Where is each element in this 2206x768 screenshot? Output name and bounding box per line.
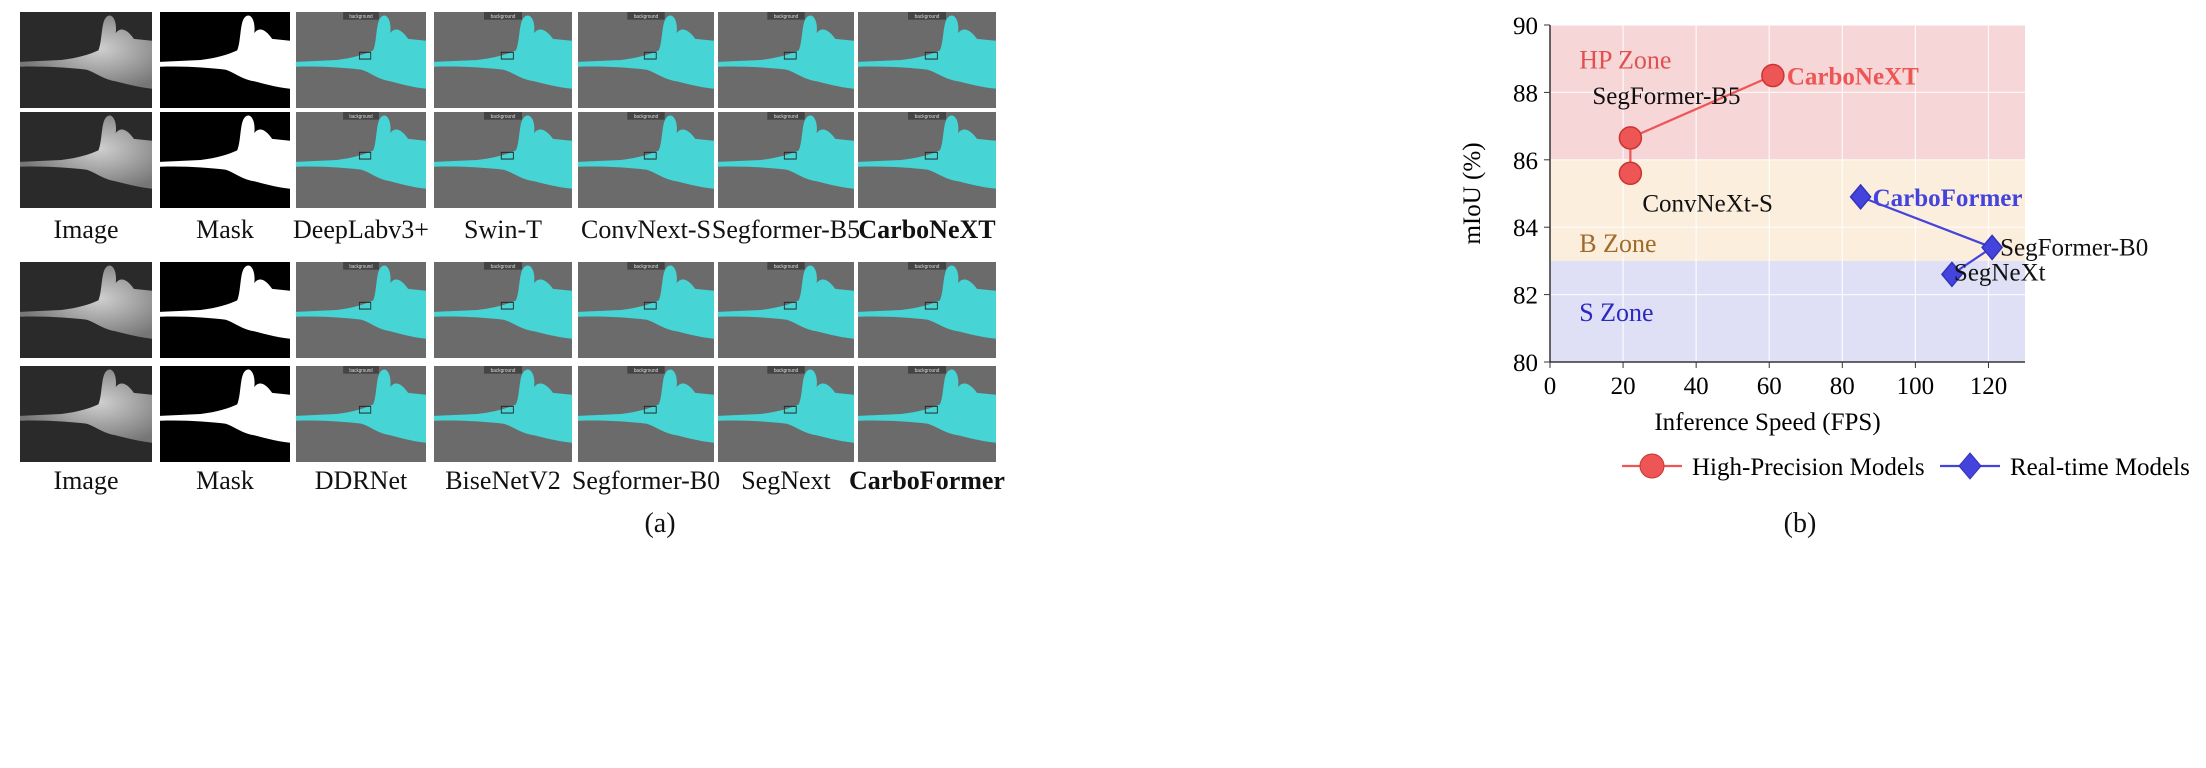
- input-image-tile: [20, 112, 152, 208]
- method-label: Swin-T: [464, 215, 542, 244]
- x-tick-label: 120: [1970, 373, 2008, 400]
- x-tick-label: 60: [1757, 373, 1782, 400]
- x-tick-label: 100: [1897, 373, 1935, 400]
- y-axis-label: mIoU (%): [1459, 142, 1486, 244]
- prediction-overlay-tile: background: [296, 112, 426, 208]
- data-point-circle: [1618, 161, 1643, 186]
- svg-text:background: background: [774, 114, 799, 120]
- svg-text:background: background: [491, 14, 516, 20]
- data-point-diamond: [1940, 261, 1963, 288]
- method-label: BiseNetV2: [445, 466, 561, 495]
- y-tick-label: 86: [1513, 148, 1538, 175]
- method-label: Mask: [196, 215, 254, 244]
- y-tick-label: 80: [1513, 350, 1538, 377]
- data-label: SegFormer-B5: [1592, 83, 1740, 110]
- method-label: DDRNet: [314, 466, 408, 495]
- x-tick-label: 40: [1684, 373, 1709, 400]
- data-label: CarboFormer: [1873, 185, 2023, 212]
- svg-text:background: background: [634, 264, 659, 270]
- data-point-circle: [1618, 126, 1643, 150]
- svg-text:background: background: [491, 114, 516, 120]
- input-image-tile: [20, 12, 152, 108]
- method-label: ConvNext-S: [581, 215, 711, 244]
- mask-tile: [160, 366, 290, 462]
- prediction-overlay-tile: background: [296, 366, 426, 462]
- zone-label: HP Zone: [1579, 45, 1671, 74]
- method-label: DeepLabv3+: [293, 215, 429, 244]
- prediction-overlay-tile: background: [718, 366, 854, 462]
- svg-text:background: background: [634, 14, 659, 20]
- prediction-overlay-tile: background: [858, 366, 996, 462]
- prediction-overlay-tile: background: [718, 112, 854, 208]
- x-tick-label: 20: [1611, 373, 1636, 400]
- svg-text:background: background: [491, 264, 516, 270]
- prediction-overlay-tile: background: [858, 12, 996, 108]
- svg-text:background: background: [915, 264, 940, 270]
- svg-text:background: background: [634, 114, 659, 120]
- mask-tile: [160, 12, 290, 108]
- prediction-overlay-tile: background: [434, 12, 572, 108]
- svg-text:background: background: [349, 14, 373, 20]
- data-label: ConvNeXt-S: [1642, 190, 1773, 217]
- prediction-overlay-tile: background: [296, 12, 426, 108]
- data-point-diamond: [1981, 234, 2004, 261]
- caption-b: (b): [1783, 508, 1817, 539]
- data-label: SegFormer-B0: [2000, 234, 2148, 261]
- svg-text:background: background: [349, 114, 373, 120]
- svg-text:background: background: [774, 264, 799, 270]
- prediction-overlay-tile: background: [858, 112, 996, 208]
- svg-text:background: background: [915, 114, 940, 120]
- svg-text:background: background: [774, 14, 799, 20]
- method-label: Segformer-B0: [571, 466, 721, 495]
- input-image-tile: [20, 262, 152, 358]
- y-tick-label: 88: [1513, 80, 1538, 107]
- prediction-overlay-tile: background: [578, 12, 714, 108]
- method-label: Image: [53, 215, 119, 244]
- svg-text:background: background: [349, 264, 373, 270]
- y-tick-label: 90: [1513, 13, 1538, 40]
- method-label: Mask: [196, 466, 254, 495]
- svg-text:background: background: [915, 14, 940, 20]
- x-axis-label: Inference Speed (FPS): [1654, 409, 1880, 436]
- prediction-overlay-tile: background: [578, 262, 714, 358]
- svg-text:background: background: [915, 368, 940, 374]
- miou-vs-fps-chart: HP Zone B Zone S Zone 0 20 40 60 80 100 120 80 82 84…: [1459, 13, 2190, 481]
- x-tick-label: 80: [1830, 373, 1855, 400]
- prediction-overlay-tile: background: [578, 366, 714, 462]
- method-label: SegNext: [741, 466, 831, 495]
- data-point-diamond: [1849, 183, 1872, 211]
- legend-marker-diamond: [1958, 452, 1982, 480]
- prediction-overlay-tile: background: [434, 366, 572, 462]
- caption-a: (a): [644, 508, 676, 539]
- legend-marker-circle: [1639, 453, 1665, 479]
- prediction-overlay-tile: background: [718, 12, 854, 108]
- y-tick-label: 82: [1513, 283, 1538, 310]
- input-image-tile: [20, 366, 152, 462]
- zone-label: B Zone: [1579, 229, 1656, 258]
- data-point-circle: [1761, 63, 1785, 88]
- mask-tile: [160, 112, 290, 208]
- data-label: SegNeXt: [1954, 259, 2046, 286]
- method-label: Image: [53, 466, 119, 495]
- svg-text:background: background: [774, 368, 799, 374]
- legend-label: Real-time Models: [2010, 454, 2190, 481]
- prediction-overlay-tile: background: [296, 262, 426, 358]
- prediction-overlay-tile: background: [434, 112, 572, 208]
- svg-text:background: background: [349, 368, 373, 374]
- svg-text:background: background: [491, 368, 516, 374]
- prediction-overlay-tile: background: [434, 262, 572, 358]
- method-label: CarboFormer: [849, 466, 1005, 495]
- legend-label: High-Precision Models: [1692, 454, 1925, 481]
- prediction-overlay-tile: background: [858, 262, 996, 358]
- prediction-overlay-tile: background: [578, 112, 714, 208]
- svg-text:background: background: [634, 368, 659, 374]
- method-label: Segformer-B5: [711, 215, 861, 244]
- y-tick-label: 84: [1513, 215, 1539, 242]
- x-tick-label: 0: [1544, 373, 1557, 400]
- data-label: CarboNeXT: [1787, 64, 1919, 91]
- zone-label: S Zone: [1579, 298, 1653, 327]
- method-label: CarboNeXT: [858, 215, 996, 244]
- mask-tile: [160, 262, 290, 358]
- prediction-overlay-tile: background: [718, 262, 854, 358]
